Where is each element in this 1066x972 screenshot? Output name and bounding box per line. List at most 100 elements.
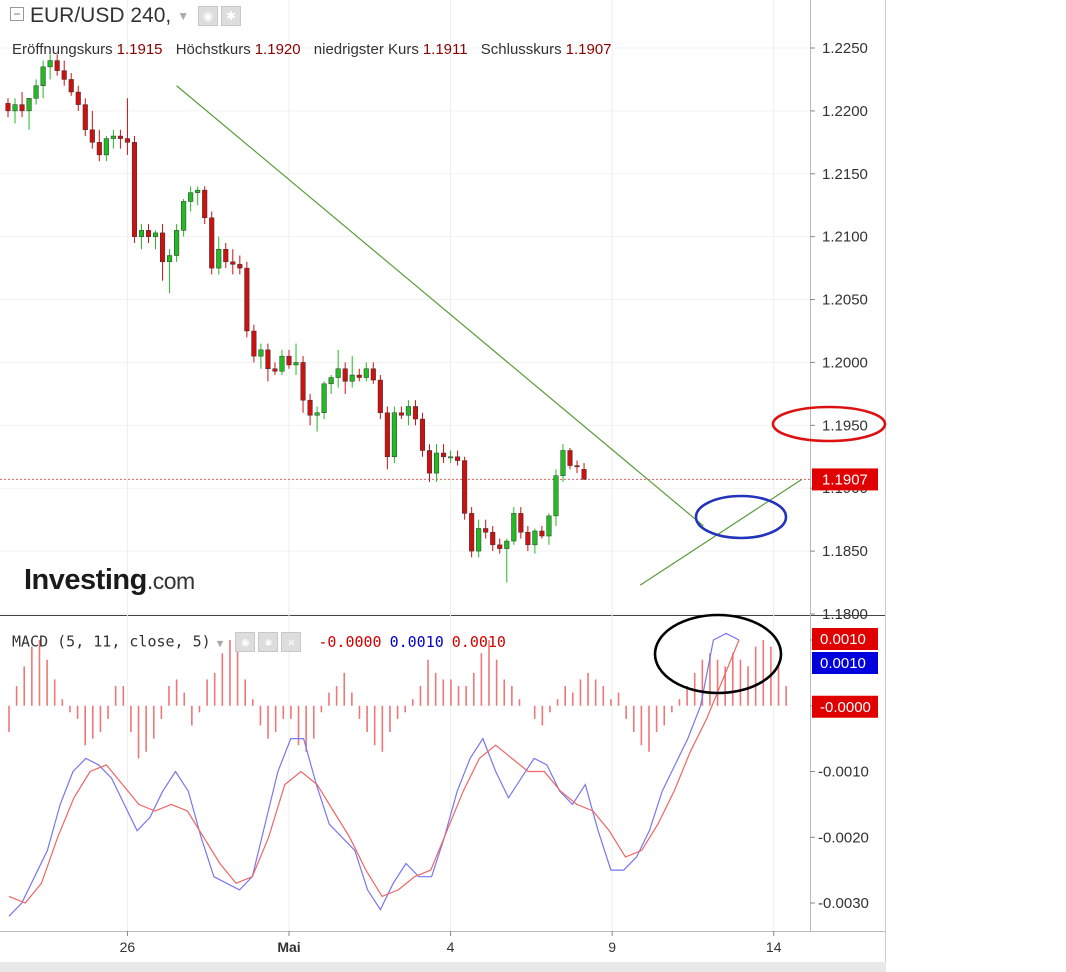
- candle-body[interactable]: [216, 248, 222, 269]
- macd-plot-area[interactable]: [0, 616, 810, 931]
- red-circle-annotation[interactable]: [771, 405, 887, 443]
- candle-body[interactable]: [581, 469, 587, 480]
- candle-body[interactable]: [167, 255, 173, 263]
- candle-body[interactable]: [82, 104, 88, 131]
- candle-body[interactable]: [152, 232, 159, 237]
- candle-body[interactable]: [349, 374, 355, 382]
- candle-body[interactable]: [525, 531, 531, 546]
- candle-body[interactable]: [539, 530, 545, 537]
- candle-body[interactable]: [553, 475, 559, 517]
- candle-body[interactable]: [405, 406, 411, 416]
- candle-body[interactable]: [328, 377, 334, 385]
- candle-body[interactable]: [40, 66, 46, 86]
- chevron-down-icon[interactable]: ▼: [216, 636, 224, 650]
- candle-body[interactable]: [293, 362, 299, 366]
- candle-body[interactable]: [96, 142, 102, 156]
- candle-body[interactable]: [103, 138, 109, 156]
- candle-body[interactable]: [398, 412, 404, 416]
- candle-body[interactable]: [490, 531, 496, 546]
- trendline-up[interactable]: [639, 478, 803, 586]
- candle-body[interactable]: [251, 330, 257, 357]
- candle-body[interactable]: [202, 189, 208, 219]
- candle-body[interactable]: [567, 450, 573, 466]
- macd-header[interactable]: MACD (5, 11, close, 5) ▼ ◉ ✱ ✕ -0.0000 0.001…: [12, 632, 506, 652]
- candle-body[interactable]: [181, 201, 187, 231]
- candle-body[interactable]: [75, 91, 81, 105]
- black-circle-annotation[interactable]: [653, 613, 783, 695]
- candle-body[interactable]: [462, 460, 468, 514]
- candle-body[interactable]: [12, 104, 18, 112]
- candle-body[interactable]: [321, 383, 327, 414]
- candle-body[interactable]: [483, 528, 489, 533]
- candle-body[interactable]: [497, 544, 503, 549]
- gear-icon[interactable]: ✱: [258, 632, 279, 652]
- candle-body[interactable]: [363, 368, 369, 378]
- candle-body[interactable]: [546, 515, 552, 537]
- candle-body[interactable]: [377, 379, 383, 414]
- candle-body[interactable]: [300, 362, 306, 401]
- close-icon[interactable]: ✕: [281, 632, 302, 652]
- candle-body[interactable]: [61, 70, 67, 80]
- candle-body[interactable]: [195, 189, 201, 193]
- candle-body[interactable]: [124, 138, 130, 143]
- candle-body[interactable]: [532, 530, 538, 546]
- candle-body[interactable]: [223, 248, 229, 263]
- candle-body[interactable]: [138, 230, 145, 237]
- candle-body[interactable]: [160, 232, 166, 263]
- candle-body[interactable]: [356, 374, 362, 378]
- candle-body[interactable]: [279, 355, 285, 372]
- candle-body[interactable]: [412, 406, 418, 420]
- candle-body[interactable]: [504, 540, 510, 549]
- candle-body[interactable]: [174, 230, 180, 256]
- candle-body[interactable]: [188, 192, 194, 202]
- trendline-down[interactable]: [176, 85, 704, 527]
- candle-body[interactable]: [476, 528, 482, 552]
- collapse-icon[interactable]: −: [10, 7, 24, 22]
- candle-body[interactable]: [391, 412, 397, 458]
- candle-body[interactable]: [54, 60, 60, 71]
- candle-body[interactable]: [384, 412, 390, 458]
- candle-body[interactable]: [209, 217, 215, 269]
- candle-body[interactable]: [441, 452, 447, 458]
- candle-body[interactable]: [117, 135, 123, 139]
- candle-body[interactable]: [455, 456, 461, 461]
- candle-body[interactable]: [370, 368, 376, 381]
- candle-body[interactable]: [244, 267, 250, 332]
- candle-body[interactable]: [33, 85, 39, 99]
- candle-body[interactable]: [419, 418, 426, 451]
- candle-body[interactable]: [237, 264, 243, 269]
- horizontal-scrollbar[interactable]: [0, 962, 886, 972]
- candle-body[interactable]: [342, 368, 348, 382]
- candle-body[interactable]: [47, 60, 53, 68]
- candle-body[interactable]: [335, 368, 341, 378]
- candle-body[interactable]: [433, 452, 440, 474]
- chevron-down-icon[interactable]: ▼: [177, 9, 190, 24]
- eye-icon[interactable]: ◉: [235, 632, 256, 652]
- candle-body[interactable]: [314, 412, 320, 416]
- candle-body[interactable]: [5, 103, 11, 112]
- candle-body[interactable]: [272, 368, 278, 372]
- candle-body[interactable]: [426, 450, 433, 474]
- candle-body[interactable]: [258, 349, 264, 357]
- candle-body[interactable]: [518, 513, 524, 533]
- price-plot-area[interactable]: [0, 0, 810, 615]
- candle-body[interactable]: [560, 450, 566, 476]
- candle-body[interactable]: [19, 104, 25, 112]
- candle-body[interactable]: [131, 142, 137, 237]
- gear-icon[interactable]: ✱: [220, 6, 241, 27]
- candle-body[interactable]: [26, 98, 32, 112]
- candle-body[interactable]: [89, 129, 95, 143]
- candle-body[interactable]: [448, 456, 454, 459]
- candle-body[interactable]: [511, 513, 517, 542]
- blue-circle-annotation[interactable]: [694, 494, 788, 540]
- eye-icon[interactable]: ◉: [197, 6, 218, 27]
- candle-body[interactable]: [110, 135, 116, 139]
- candle-body[interactable]: [265, 349, 271, 369]
- candle-body[interactable]: [574, 465, 580, 468]
- chart-title[interactable]: − EUR/USD 240, ▼ ◉ ✱: [10, 4, 241, 28]
- candle-body[interactable]: [230, 261, 236, 265]
- candle-body[interactable]: [286, 355, 292, 366]
- candle-body[interactable]: [469, 513, 475, 552]
- candle-body[interactable]: [145, 230, 152, 237]
